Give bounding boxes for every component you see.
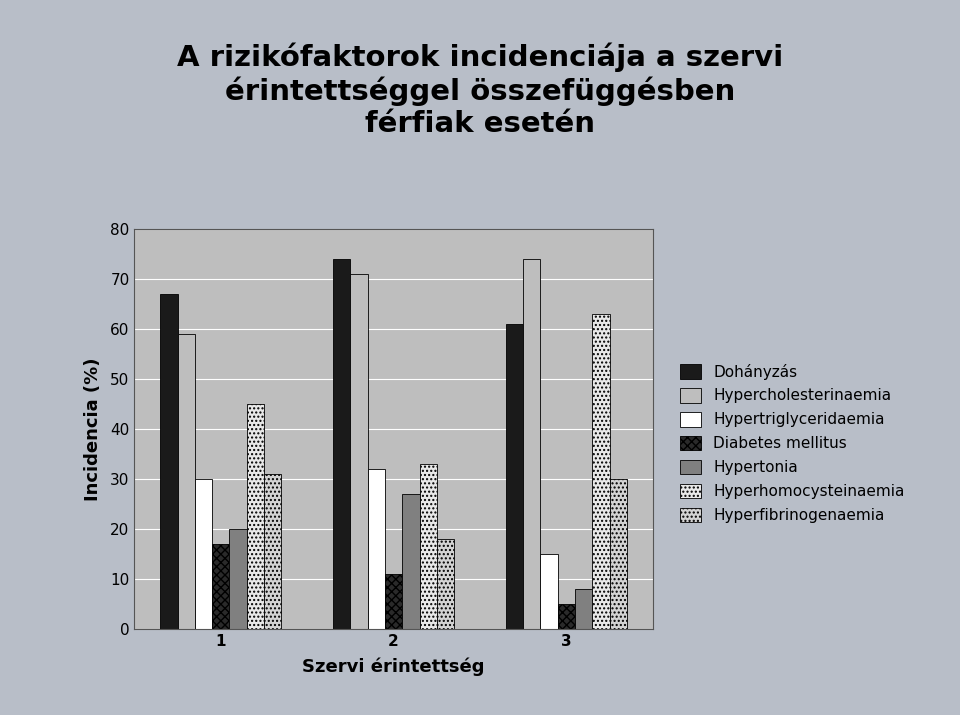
Bar	[350, 274, 368, 629]
Bar	[212, 544, 229, 629]
Bar	[195, 479, 212, 629]
Bar	[523, 259, 540, 629]
Y-axis label: Incidencia (%): Incidencia (%)	[84, 358, 102, 500]
Text: A rizikófaktorok incidenciája a szervi
érintettséggel összefüggésben
férfiak ese: A rizikófaktorok incidenciája a szervi é…	[177, 42, 783, 138]
Bar	[402, 494, 420, 629]
Bar	[437, 539, 454, 629]
Bar	[575, 589, 592, 629]
X-axis label: Szervi érintettség: Szervi érintettség	[302, 657, 485, 676]
Bar	[333, 259, 350, 629]
Bar	[558, 604, 575, 629]
Bar	[160, 294, 178, 629]
Bar	[420, 464, 437, 629]
Bar	[247, 404, 264, 629]
Bar	[506, 324, 523, 629]
Bar	[229, 529, 247, 629]
Bar	[540, 554, 558, 629]
Bar	[385, 574, 402, 629]
Bar	[264, 474, 281, 629]
Bar	[368, 469, 385, 629]
Bar	[592, 314, 610, 629]
Bar	[610, 479, 627, 629]
Bar	[178, 334, 195, 629]
Legend: Dohányzás, Hypercholesterinaemia, Hypertriglyceridaemia, Diabetes mellitus, Hype: Dohányzás, Hypercholesterinaemia, Hypert…	[680, 363, 904, 523]
